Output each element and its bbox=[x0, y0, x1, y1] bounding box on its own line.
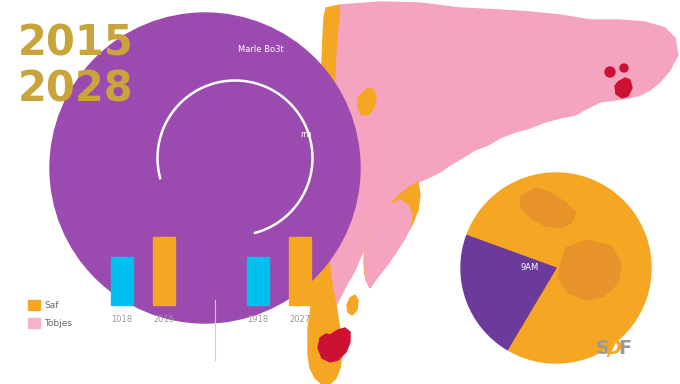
Text: S: S bbox=[596, 339, 610, 358]
Text: 9AM: 9AM bbox=[521, 263, 539, 273]
Bar bbox=[247, 257, 269, 305]
Polygon shape bbox=[326, 2, 678, 305]
Text: Tobjes: Tobjes bbox=[44, 318, 72, 328]
Polygon shape bbox=[312, 5, 340, 270]
Polygon shape bbox=[365, 200, 412, 288]
Text: 2027: 2027 bbox=[290, 315, 311, 324]
Text: Marle Bo3t: Marle Bo3t bbox=[238, 45, 284, 54]
Text: 1018: 1018 bbox=[112, 315, 133, 324]
Polygon shape bbox=[347, 295, 358, 315]
Polygon shape bbox=[358, 88, 376, 115]
Circle shape bbox=[605, 67, 615, 77]
Text: 1918: 1918 bbox=[248, 315, 269, 324]
Bar bbox=[153, 237, 175, 305]
Bar bbox=[28, 300, 40, 310]
Bar bbox=[111, 257, 133, 305]
Text: 2028: 2028 bbox=[18, 68, 134, 110]
Text: 2015: 2015 bbox=[154, 315, 175, 324]
Polygon shape bbox=[318, 328, 350, 362]
Text: 2015: 2015 bbox=[18, 22, 134, 64]
Bar bbox=[28, 318, 40, 328]
Polygon shape bbox=[364, 182, 420, 285]
Polygon shape bbox=[308, 222, 342, 384]
Wedge shape bbox=[466, 173, 651, 363]
Text: Saf: Saf bbox=[44, 301, 58, 310]
Circle shape bbox=[50, 13, 360, 323]
Text: SA: SA bbox=[376, 298, 386, 307]
Circle shape bbox=[620, 64, 628, 72]
Text: F: F bbox=[618, 339, 631, 358]
Wedge shape bbox=[461, 235, 556, 349]
Text: D: D bbox=[606, 339, 622, 358]
Polygon shape bbox=[558, 240, 621, 300]
Polygon shape bbox=[521, 188, 576, 228]
Bar bbox=[289, 237, 311, 305]
Polygon shape bbox=[615, 78, 632, 98]
Text: rm: rm bbox=[300, 130, 311, 139]
